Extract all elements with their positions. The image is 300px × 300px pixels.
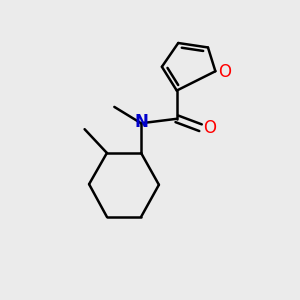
Text: N: N [134, 113, 148, 131]
Text: O: O [218, 63, 231, 81]
Text: O: O [203, 119, 216, 137]
